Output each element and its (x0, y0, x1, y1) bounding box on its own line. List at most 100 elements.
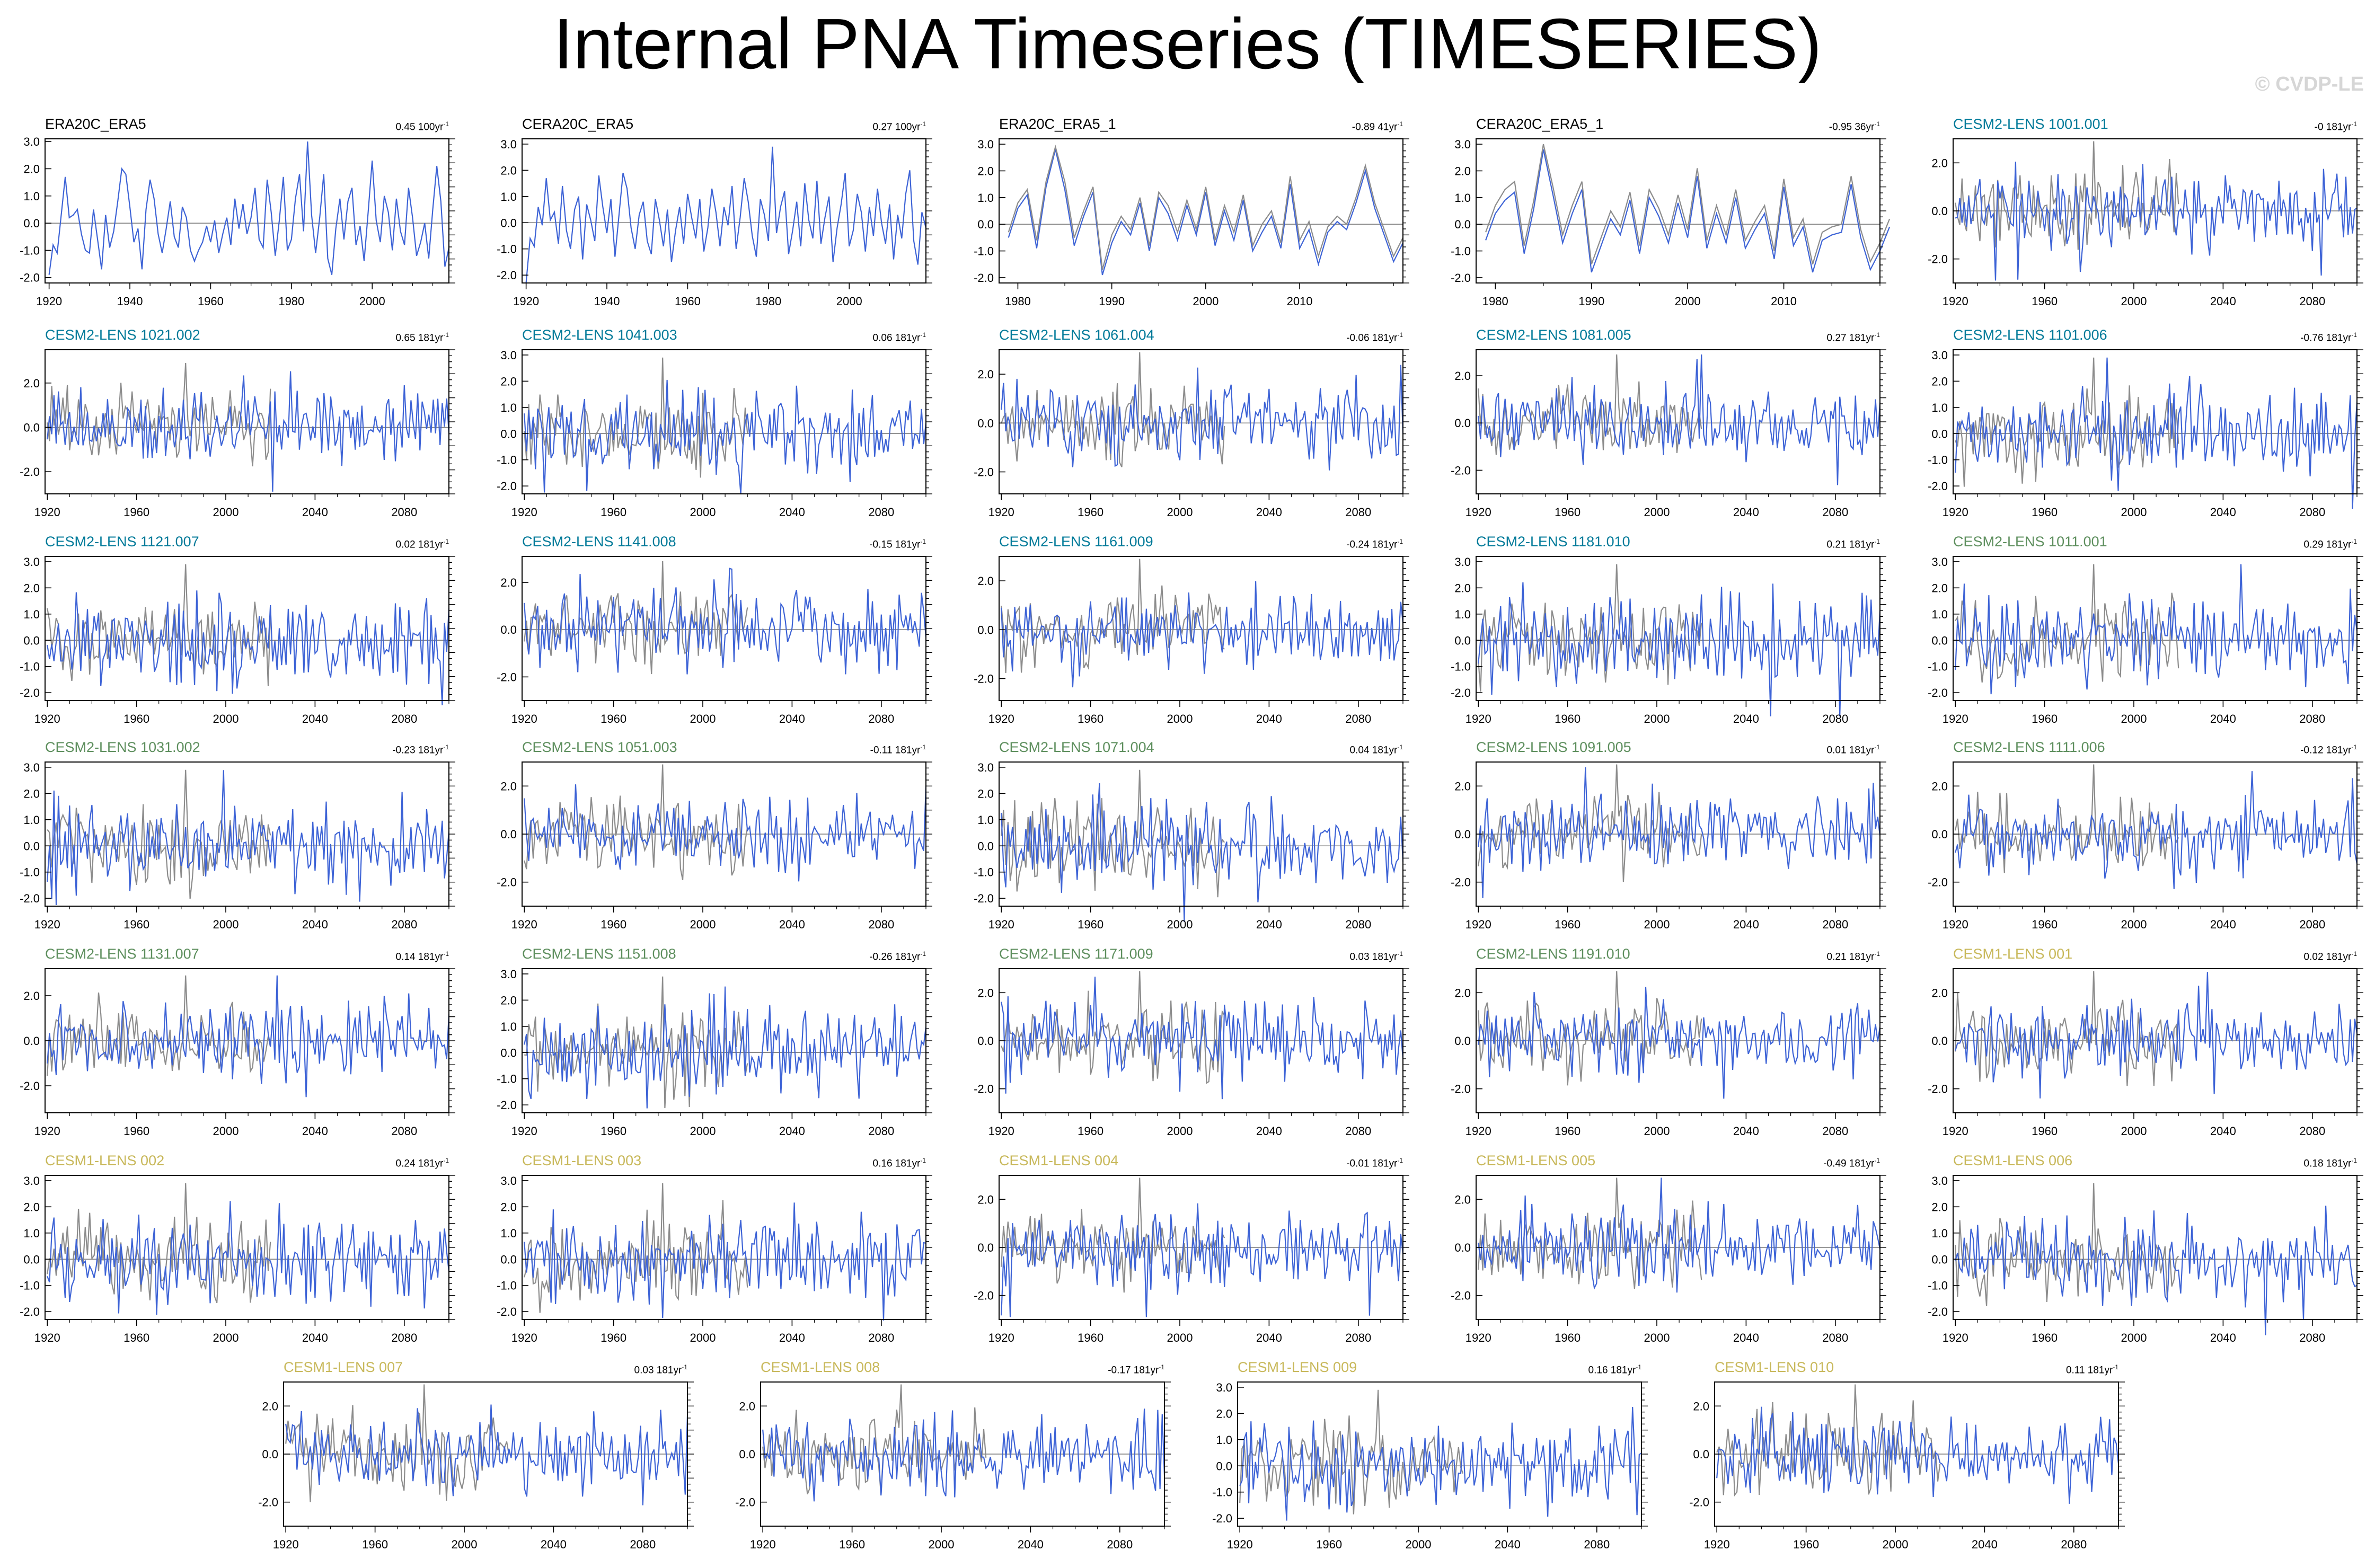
x-tick-label: 1920 (988, 712, 1014, 725)
x-tick-label: 2080 (868, 918, 894, 931)
x-tick-label: 1960 (123, 918, 149, 931)
x-tick-label: 2080 (2299, 712, 2325, 725)
y-tick-label: 1.0 (23, 813, 40, 827)
panel-label: CESM1-LENS 004 (999, 1153, 1119, 1168)
x-tick-label: 2040 (302, 918, 328, 931)
timeseries-plot: 2.0 0.0 -2.0 1920 1960 2000 2040 2080 (20, 968, 455, 1138)
timeseries-plot: 2.0 0.0 -2.0 1920 1960 2000 2040 2080 (1451, 761, 1886, 931)
trend-exponent: -1 (1397, 538, 1403, 545)
x-tick-label: 1920 (36, 295, 62, 308)
model-series-line (524, 1202, 926, 1321)
y-tick-label: -1.0 (20, 866, 40, 879)
trend-exponent: -1 (920, 331, 926, 339)
x-tick-label: 1920 (988, 1331, 1014, 1344)
trend-value: 0.03 181yr (634, 1365, 682, 1376)
x-tick-label: 2000 (2121, 1331, 2147, 1344)
y-tick-label: -1.0 (1451, 660, 1471, 674)
x-tick-label: 1960 (1078, 918, 1103, 931)
timeseries-panel: CESM1-LENS 010 0.11 181yr-1 2.0 0.0 -2.0 1920… (1689, 1359, 2125, 1551)
x-tick-label: 2040 (1256, 712, 1282, 725)
y-tick-label: 2.0 (977, 164, 994, 178)
model-series-line (525, 146, 927, 284)
plot-frame (1476, 138, 1880, 284)
trend-exponent: -1 (1397, 120, 1403, 128)
trend-label: -0.11 181yr-1 (870, 739, 926, 759)
timeseries-panel: CESM1-LENS 001 0.02 181yr-1 2.0 0.0 -2.0 1920… (1928, 946, 2363, 1138)
x-tick-label: 2000 (690, 1331, 716, 1344)
timeseries-plot: 3.0 2.0 1.0 0.0 -1.0 -2.0 1920 1960 2000 2040 2080 (974, 761, 1409, 931)
y-tick-label: 0.0 (1454, 218, 1471, 231)
x-tick-label: 1960 (1555, 506, 1581, 519)
y-tick-label: 3.0 (1931, 349, 1948, 362)
x-tick-label: 2080 (1345, 918, 1371, 931)
y-tick-label: -2.0 (497, 480, 517, 493)
timeseries-panel: CESM2-LENS 1171.009 0.03 181yr-1 2.0 0.0 -2.… (974, 946, 1409, 1138)
figure-title: Internal PNA Timeseries (TIMESERIES) (553, 4, 1822, 84)
model-series-line (47, 590, 450, 705)
x-tick-label: 2040 (779, 506, 805, 519)
trend-exponent: -1 (443, 950, 449, 958)
x-tick-label: 2080 (2299, 1331, 2325, 1344)
x-tick-label: 1940 (117, 295, 143, 308)
y-tick-label: 2.0 (500, 576, 517, 589)
x-tick-label: 2040 (1733, 506, 1759, 519)
x-tick-label: 1920 (511, 1124, 537, 1138)
trend-label: -0.12 181yr-1 (2300, 739, 2357, 759)
y-tick-label: -2.0 (20, 271, 40, 285)
y-tick-label: -2.0 (1928, 1305, 1948, 1318)
timeseries-plot: 2.0 0.0 -2.0 1920 1960 2000 2040 2080 (20, 349, 455, 519)
y-tick-label: -2.0 (497, 1099, 517, 1112)
x-tick-label: 1960 (1078, 1124, 1103, 1138)
timeseries-panel: CESM2-LENS 1061.004 -0.06 181yr-1 2.0 0.0 -2… (974, 327, 1409, 519)
y-tick-label: 3.0 (500, 138, 517, 151)
trend-value: 0.29 181yr (2303, 539, 2352, 551)
y-tick-label: 3.0 (1454, 138, 1471, 151)
x-tick-label: 1960 (2032, 295, 2058, 308)
trend-value: -0.76 181yr (2300, 332, 2352, 344)
model-series-line (524, 379, 927, 494)
trend-exponent: -1 (920, 538, 926, 545)
trend-label: -0.26 181yr-1 (869, 945, 926, 965)
x-tick-label: 2040 (779, 1331, 805, 1344)
trend-exponent: -1 (2351, 120, 2357, 128)
trend-value: -0.23 181yr (392, 745, 444, 756)
x-tick-label: 1920 (988, 918, 1014, 931)
y-tick-label: 0.0 (1454, 634, 1471, 647)
y-tick-label: 2.0 (977, 986, 994, 999)
y-tick-label: 0.0 (1454, 417, 1471, 430)
x-tick-label: 2080 (868, 1124, 894, 1138)
x-tick-label: 2000 (1167, 1331, 1193, 1344)
y-tick-label: 2.0 (1931, 1200, 1948, 1213)
x-tick-label: 2000 (2121, 918, 2147, 931)
model-series-line (1955, 1206, 2358, 1335)
x-tick-label: 1920 (1465, 1124, 1491, 1138)
model-series-line (47, 1201, 450, 1315)
observed-series-line (1955, 1183, 2179, 1306)
model-series-line (47, 371, 450, 492)
observed-series-line (1478, 1177, 1702, 1289)
trend-exponent: -1 (2113, 1363, 2118, 1371)
timeseries-plot: 2.0 0.0 -2.0 1920 1960 2000 2040 2080 (1451, 349, 1886, 519)
trend-value: 0.11 181yr (2065, 1365, 2113, 1376)
model-series-line (1955, 162, 2358, 281)
y-tick-label: -1.0 (974, 866, 994, 879)
y-tick-label: 3.0 (1454, 555, 1471, 569)
trend-label: 0.27 100yr-1 (873, 116, 926, 136)
timeseries-plot: 2.0 0.0 -2.0 1920 1960 2000 2040 2080 (258, 1381, 694, 1551)
x-tick-label: 1920 (513, 295, 539, 308)
trend-exponent: -1 (2351, 1157, 2357, 1164)
x-tick-label: 2040 (1733, 1331, 1759, 1344)
y-tick-label: 2.0 (977, 787, 994, 800)
model-series-line (1485, 149, 1891, 273)
panel-label: CERA20C_ERA5_1 (1476, 116, 1604, 132)
trend-value: 0.24 181yr (395, 1158, 444, 1170)
trend-value: -0.15 181yr (869, 539, 921, 551)
trend-value: -0.95 36yr (1829, 121, 1875, 133)
timeseries-panel: CESM2-LENS 1161.009 -0.24 181yr-1 2.0 0.0 -2… (974, 534, 1409, 725)
x-tick-label: 2080 (1584, 1538, 1610, 1551)
x-tick-label: 2040 (2210, 712, 2236, 725)
x-tick-label: 2080 (2299, 506, 2325, 519)
x-tick-label: 1920 (34, 1124, 60, 1138)
trend-exponent: -1 (2351, 950, 2357, 958)
trend-label: -0.89 41yr-1 (1352, 116, 1403, 136)
